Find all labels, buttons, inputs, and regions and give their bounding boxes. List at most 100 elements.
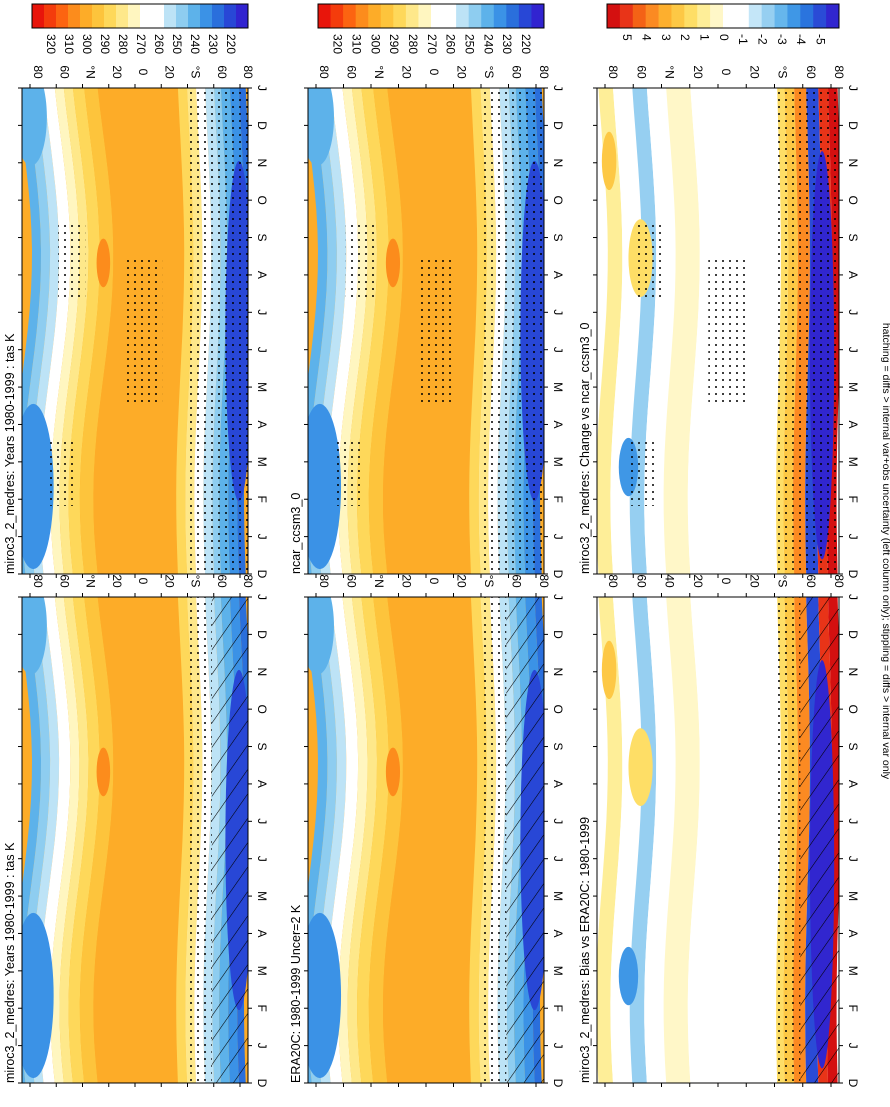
month-label: J <box>551 594 565 600</box>
contour-band <box>759 597 781 1083</box>
colorbar-swatch <box>493 4 507 28</box>
nh-winter-cold-blob <box>22 403 54 570</box>
stippling-south <box>482 597 507 1083</box>
month-label: M <box>551 382 565 392</box>
stippling-nh-summer <box>58 224 86 302</box>
hatching-south-polar <box>506 597 544 1083</box>
colorbar-label: 230 <box>206 34 220 54</box>
month-label: J <box>551 1043 565 1049</box>
colorbar-label: 3 <box>659 34 673 41</box>
lat-label: 80 <box>31 574 45 588</box>
stippling-south <box>776 88 839 574</box>
panel-title: ERA20C: 1980-1999 Uncer=2 K <box>289 904 303 1083</box>
colorbar-swatch <box>176 4 189 28</box>
colorbar-swatch <box>200 4 213 28</box>
colorbar-frame <box>31 3 249 29</box>
colorbar-label: 300 <box>80 34 94 54</box>
colorbar-label: 310 <box>62 34 76 54</box>
lat-label: 60 <box>57 574 71 588</box>
stippling-south <box>776 597 801 1083</box>
stippling-south <box>189 88 248 574</box>
stippling-tropics <box>708 258 748 404</box>
contour-band <box>176 597 194 1083</box>
panel-body <box>22 597 248 1083</box>
contour-band <box>308 597 328 1083</box>
stippling-nh-winter <box>626 437 656 506</box>
stippling-nh-summer <box>635 224 665 302</box>
colorbar-label: 320 <box>44 34 58 54</box>
lat-label: 40 <box>663 574 677 588</box>
colorbar-swatch <box>330 4 344 28</box>
colorbar-swatch <box>104 4 117 28</box>
contour-band <box>610 88 642 574</box>
colorbar-frame <box>317 3 545 29</box>
nh-winter-cold-blob <box>308 597 334 675</box>
lat-label: 80 <box>606 574 620 588</box>
colorbar-swatch <box>80 4 93 28</box>
lat-label: 80 <box>832 574 846 588</box>
lat-label: °S <box>776 575 790 588</box>
month-label: O <box>846 705 860 714</box>
lat-label: 20 <box>162 65 176 79</box>
month-label: N <box>846 158 860 167</box>
month-label: J <box>551 818 565 824</box>
colorbar-swatch <box>468 4 482 28</box>
lat-label: 60 <box>215 574 229 588</box>
colorbar-label: 280 <box>406 34 420 54</box>
month-label: A <box>846 271 860 279</box>
lat-label: 80 <box>317 65 331 79</box>
colorbar-swatch <box>164 4 177 28</box>
nh-winter-cold-blob <box>308 403 342 570</box>
lat-label: 60 <box>215 65 229 79</box>
colorbar-p6: 5 4 3 2 1 0 -1 -2 -3 -4 -5 <box>606 3 840 45</box>
colorbar-label: 300 <box>368 34 382 54</box>
month-label: J <box>846 1043 860 1049</box>
month-label: M <box>846 966 860 976</box>
month-label: J <box>846 856 860 862</box>
colorbar-swatch <box>431 4 444 28</box>
month-label: J <box>846 534 860 540</box>
month-label: M <box>551 457 565 467</box>
panel-body <box>597 88 839 574</box>
contour-band <box>610 597 642 1083</box>
month-label: M <box>846 457 860 467</box>
month-label: J <box>551 534 565 540</box>
colorbar-swatch <box>140 4 153 28</box>
contour-band <box>347 597 377 1083</box>
colorbar-swatch <box>774 4 788 28</box>
lat-label: 80 <box>241 65 255 79</box>
colorbar-swatch <box>224 4 237 28</box>
lat-label: °N <box>372 574 386 587</box>
month-label: D <box>846 121 860 130</box>
colorbar-swatch <box>645 4 659 28</box>
month-label: J <box>551 347 565 353</box>
panel-body <box>308 597 544 1083</box>
contour-band <box>663 597 700 1083</box>
panel-title: miroc3_2_medres: Bias vs ERA20C: 1980-19… <box>578 817 592 1083</box>
panel-body <box>597 597 839 1083</box>
colorbar-swatch <box>619 4 634 28</box>
colorbar-label: 290 <box>98 34 112 54</box>
colorbar-swatch <box>787 4 801 28</box>
month-label: A <box>255 780 269 788</box>
warm-spot <box>96 238 111 288</box>
colorbar-swatch <box>800 4 814 28</box>
month-label: D <box>551 121 565 130</box>
lat-label: 60 <box>57 65 71 79</box>
contour-band <box>368 88 403 574</box>
colorbar-swatch <box>671 4 685 28</box>
month-label: D <box>551 570 565 579</box>
colorbar-label: -4 <box>794 34 808 45</box>
figure-caption: hatching = diffs > internal var+obs unce… <box>880 323 890 780</box>
month-label: D <box>255 1079 269 1088</box>
month-label: D <box>551 1079 565 1088</box>
contour-band <box>176 88 194 574</box>
month-label: S <box>255 742 269 750</box>
month-label: M <box>255 966 269 976</box>
colorbar-label: 270 <box>425 34 439 54</box>
